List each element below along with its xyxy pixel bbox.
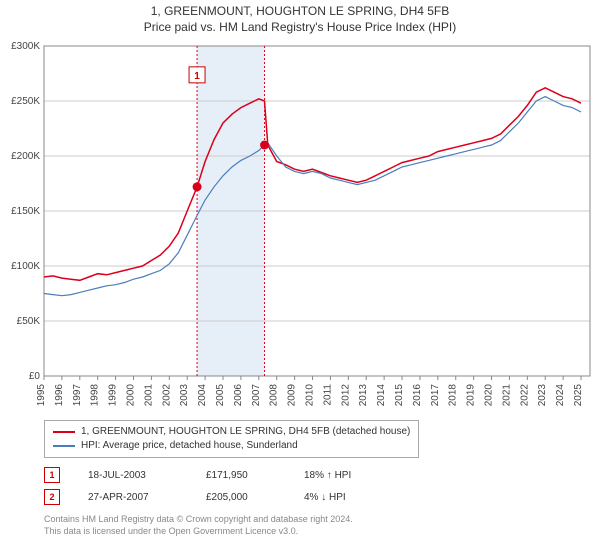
svg-text:1997: 1997	[72, 384, 83, 407]
svg-text:2015: 2015	[394, 384, 405, 407]
svg-text:2005: 2005	[215, 384, 226, 407]
svg-text:2006: 2006	[233, 384, 244, 407]
legend: 1, GREENMOUNT, HOUGHTON LE SPRING, DH4 5…	[44, 420, 419, 458]
sales-table: 1 18-JUL-2003 £171,950 18% ↑ HPI 2 27-AP…	[44, 464, 384, 508]
svg-text:2017: 2017	[430, 384, 441, 407]
svg-text:2025: 2025	[573, 384, 584, 407]
svg-text:2002: 2002	[161, 384, 172, 407]
svg-text:£100K: £100K	[11, 261, 40, 272]
svg-text:2013: 2013	[358, 384, 369, 407]
chart-titles: 1, GREENMOUNT, HOUGHTON LE SPRING, DH4 5…	[0, 0, 600, 34]
svg-text:2003: 2003	[179, 384, 190, 407]
svg-text:1996: 1996	[54, 384, 65, 407]
svg-text:2009: 2009	[287, 384, 298, 407]
svg-text:2000: 2000	[126, 384, 137, 407]
legend-label-property: 1, GREENMOUNT, HOUGHTON LE SPRING, DH4 5…	[81, 425, 410, 439]
svg-text:£150K: £150K	[11, 206, 40, 217]
svg-text:2019: 2019	[466, 384, 477, 407]
svg-text:2021: 2021	[501, 384, 512, 407]
svg-text:1: 1	[194, 71, 200, 82]
sale-price-1: £171,950	[206, 470, 276, 481]
svg-text:2022: 2022	[519, 384, 530, 407]
svg-text:£50K: £50K	[17, 316, 41, 327]
sale-hpi-2: 4% ↓ HPI	[304, 492, 384, 503]
footnote-line2: This data is licensed under the Open Gov…	[44, 526, 353, 538]
svg-text:£250K: £250K	[11, 96, 40, 107]
subtitle: Price paid vs. HM Land Registry's House …	[0, 20, 600, 34]
svg-text:2012: 2012	[340, 384, 351, 407]
svg-text:£0: £0	[29, 371, 41, 382]
svg-text:2007: 2007	[251, 384, 262, 407]
sale-marker-1: 1	[44, 467, 60, 483]
sale-date-1: 18-JUL-2003	[88, 470, 178, 481]
line-chart-svg: £0 £50K £100K £150K £200K £250K £300K 1995 1996 1…	[0, 36, 600, 416]
svg-text:2008: 2008	[269, 384, 280, 407]
svg-text:2016: 2016	[412, 384, 423, 407]
legend-swatch-hpi	[53, 445, 75, 447]
svg-text:2023: 2023	[537, 384, 548, 407]
svg-text:2011: 2011	[322, 384, 333, 406]
svg-text:2004: 2004	[197, 384, 208, 407]
footnote-line1: Contains HM Land Registry data © Crown c…	[44, 514, 353, 526]
legend-item-hpi: HPI: Average price, detached house, Sund…	[53, 439, 410, 453]
sale-hpi-1: 18% ↑ HPI	[304, 470, 384, 481]
svg-text:£200K: £200K	[11, 151, 40, 162]
svg-text:2020: 2020	[484, 384, 495, 407]
svg-text:£300K: £300K	[11, 41, 40, 52]
sale-marker-2: 2	[44, 489, 60, 505]
svg-text:2018: 2018	[448, 384, 459, 407]
address-title: 1, GREENMOUNT, HOUGHTON LE SPRING, DH4 5…	[0, 4, 600, 18]
sale-price-2: £205,000	[206, 492, 276, 503]
svg-text:1999: 1999	[108, 384, 119, 407]
footnote: Contains HM Land Registry data © Crown c…	[44, 514, 353, 537]
sale-row-2: 2 27-APR-2007 £205,000 4% ↓ HPI	[44, 486, 384, 508]
sale-date-2: 27-APR-2007	[88, 492, 178, 503]
svg-text:2024: 2024	[555, 384, 566, 407]
sale-row-1: 1 18-JUL-2003 £171,950 18% ↑ HPI	[44, 464, 384, 486]
legend-swatch-property	[53, 431, 75, 433]
svg-text:1995: 1995	[36, 384, 47, 407]
svg-text:1998: 1998	[90, 384, 101, 407]
chart-container: 1, GREENMOUNT, HOUGHTON LE SPRING, DH4 5…	[0, 0, 600, 560]
svg-text:2010: 2010	[305, 384, 316, 407]
legend-label-hpi: HPI: Average price, detached house, Sund…	[81, 439, 298, 453]
legend-item-property: 1, GREENMOUNT, HOUGHTON LE SPRING, DH4 5…	[53, 425, 410, 439]
svg-text:2014: 2014	[376, 384, 387, 407]
svg-text:2001: 2001	[143, 384, 154, 407]
chart-area: £0 £50K £100K £150K £200K £250K £300K 1995 1996 1…	[0, 36, 600, 416]
